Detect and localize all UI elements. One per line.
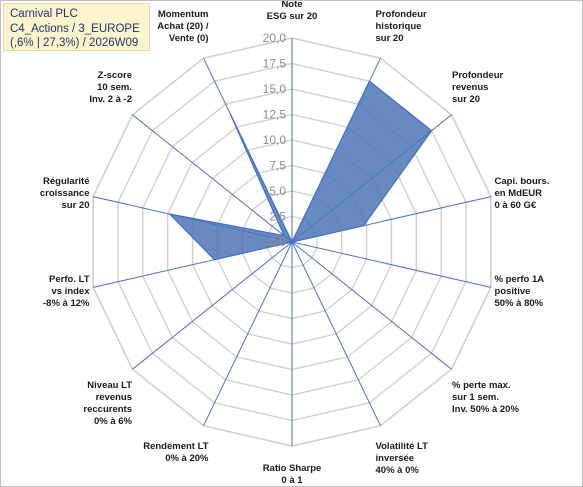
axis-label-line: Momentum	[158, 9, 209, 20]
tick-label: 10,0	[263, 133, 287, 147]
title-box: Carnival PLC C4_Actions / 3_EUROPE (,6% …	[3, 3, 150, 51]
axis-label-line: Ratio Sharpe	[263, 463, 322, 474]
axis-label-line: Z-score	[98, 70, 132, 81]
title-line-company: Carnival PLC	[10, 8, 78, 20]
radar-spoke	[291, 241, 452, 370]
axis-label-line: Niveau LT	[87, 380, 132, 391]
axis-label-line: 0 à 1	[281, 475, 303, 486]
axis-label-line: Inv. 2 à -2	[89, 94, 132, 105]
axis-label-line: Inv. 50% à 20%	[452, 404, 519, 415]
axis-label-line: 0 à 60 G€	[495, 200, 537, 211]
axis-label-line: 0% à 6%	[94, 416, 133, 427]
axis-label-line: sur 20	[376, 33, 404, 44]
axis-label-line: -8% à 12%	[43, 298, 90, 309]
axis-label-line: en MdEUR	[495, 188, 543, 199]
tick-label: 12,5	[263, 108, 287, 122]
radar-series	[167, 80, 433, 261]
radar-spoke	[291, 241, 381, 427]
axis-label-line: 0% à 20%	[165, 453, 209, 464]
radar-spoke	[132, 114, 293, 243]
axis-label-line: sur 20	[62, 200, 90, 211]
series-area	[167, 80, 433, 261]
title-line-stats: (,6% | 27,3%) / 2026W09	[10, 37, 139, 49]
axis-label-line: Achat (20) /	[157, 21, 209, 32]
radar-spoke	[203, 241, 293, 427]
radial-tick-labels: 0,0 2,5 5,0 7,5 10,0 12,5 15,0 17,5 20,0	[263, 31, 287, 249]
axis-label-line: Capi. bours.	[495, 176, 550, 187]
axis-label-line: Rendement LT	[143, 441, 208, 452]
axis-label-line: croissance	[40, 188, 90, 199]
axis-label-line: sur 20	[452, 94, 480, 105]
tick-label: 20,0	[263, 31, 287, 45]
title-line-category: C4_Actions / 3_EUROPE	[10, 22, 140, 35]
axis-label: Rendement LT0% à 20%	[143, 441, 209, 464]
axis-label-line: 50% à 80%	[495, 298, 544, 309]
axis-label-line: Profondeur	[376, 9, 427, 20]
axis-label-line: positive	[495, 286, 531, 297]
axis-label-line: revenus	[96, 392, 132, 403]
axis-label-line: Profondeur	[452, 70, 503, 81]
axis-label-line: ESG sur 20	[267, 11, 318, 22]
axis-label-line: 10 sem.	[97, 82, 132, 93]
axis-label-line: inversée	[376, 453, 415, 464]
axis-label-line: vs index	[51, 286, 90, 297]
axis-label-line: Note	[281, 1, 302, 10]
axis-label-line: % perfo 1A	[495, 274, 545, 285]
axis-label-line: Volatilité LT	[376, 441, 429, 452]
tick-label: 7,5	[269, 159, 286, 173]
axis-label-line: Régularité	[43, 176, 89, 187]
tick-label: 17,5	[263, 57, 287, 71]
axis-label-line: revenus	[452, 82, 488, 93]
axis-label-line: sur 1 sem.	[452, 392, 499, 403]
axis-label-line: 40% à 0%	[376, 465, 420, 476]
axis-label: % perte max.sur 1 sem.Inv. 50% à 20%	[452, 380, 519, 415]
tick-label: 0,0	[269, 235, 286, 249]
radar-spoke	[132, 241, 293, 370]
axis-label-line: historique	[376, 21, 422, 32]
tick-label: 2,5	[269, 210, 286, 224]
axis-label-line: Vente (0)	[169, 33, 209, 44]
tick-label: 15,0	[263, 82, 287, 96]
axis-label-line: Perfo. LT	[49, 274, 90, 285]
axis-label-line: reccurents	[83, 404, 132, 415]
radar-spoke	[291, 241, 492, 288]
tick-label: 5,0	[269, 184, 286, 198]
axis-label-line: % perte max.	[452, 380, 511, 391]
